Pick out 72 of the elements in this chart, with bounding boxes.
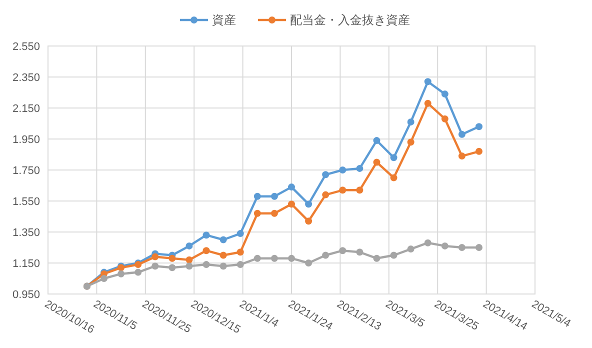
y-tick-label: 1.550 [12,196,40,208]
point [270,210,278,217]
point [168,264,176,272]
point [390,154,398,162]
point [356,248,364,256]
point [202,247,210,254]
point [220,252,227,259]
point [168,254,176,262]
point [475,123,482,130]
point [152,262,159,270]
point [288,254,295,262]
point [288,184,295,191]
y-tick-label: 1.350 [12,227,40,239]
point [390,174,398,182]
point [475,148,482,155]
point [254,254,261,262]
y-tick-label: 0.950 [12,289,40,301]
point [236,261,244,268]
legend-label: 配当金・入金抜き資産 [290,13,410,27]
y-tick-label: 2.350 [12,72,40,84]
point [407,138,414,146]
point [322,191,330,198]
point [373,254,380,262]
point [458,244,466,251]
point [322,171,330,178]
point [202,261,210,268]
y-tick-label: 1.150 [12,258,40,270]
point [288,200,295,208]
point [441,242,448,250]
point [236,230,244,238]
point [356,164,364,172]
point [458,130,466,138]
point [339,166,346,174]
point [441,90,448,98]
point [118,270,125,278]
point [254,192,261,200]
point [100,275,108,282]
point [458,152,466,160]
point [407,118,414,126]
point [270,192,278,200]
point [236,248,244,256]
point [424,239,432,246]
point [186,242,193,250]
point [441,115,448,122]
y-tick-label: 2.550 [12,41,40,53]
point [322,252,330,259]
point [270,254,278,262]
y-tick-label: 2.150 [12,103,40,115]
point [339,247,346,254]
point [202,232,210,239]
point [356,186,364,194]
point [305,218,312,225]
point [339,186,346,194]
point [186,262,193,270]
point [390,252,398,259]
point [220,262,227,270]
point [220,236,227,244]
point [373,137,380,144]
y-tick-label: 1.950 [12,134,40,146]
point [305,260,312,266]
point [373,158,380,166]
y-tick-label: 1.750 [12,165,40,177]
point [424,78,432,86]
point [424,100,432,107]
point [305,200,312,208]
point [407,246,414,253]
legend-label: 資産 [212,13,236,27]
point [254,210,261,217]
point [152,253,159,260]
point [186,256,193,264]
point [134,268,142,276]
point [475,244,482,251]
